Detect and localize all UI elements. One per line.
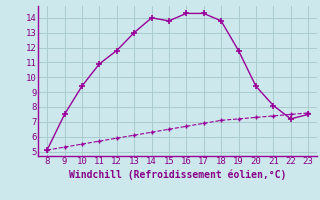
X-axis label: Windchill (Refroidissement éolien,°C): Windchill (Refroidissement éolien,°C)	[69, 169, 286, 180]
